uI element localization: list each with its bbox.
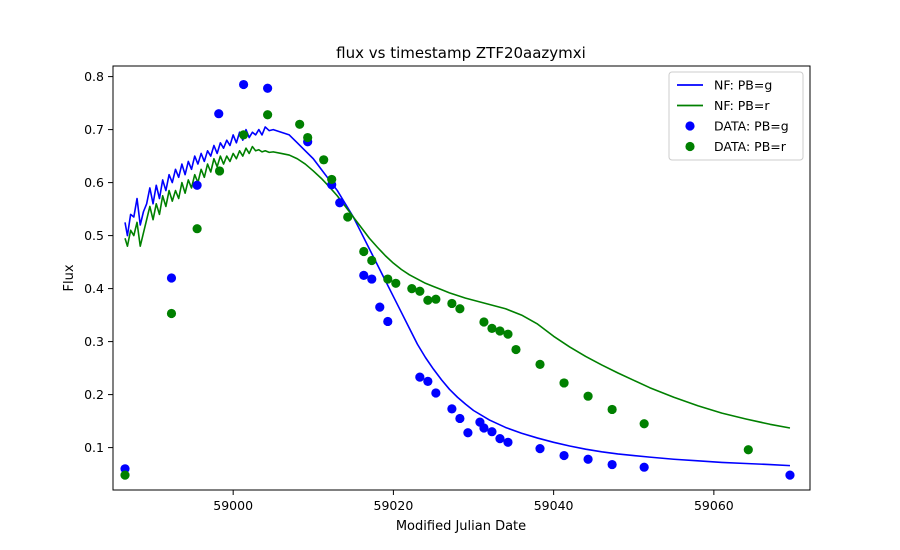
data-point xyxy=(166,273,177,283)
legend-entry-label: DATA: PB=r xyxy=(714,139,787,154)
data-point xyxy=(447,298,457,309)
y-tick-label: 0.6 xyxy=(84,175,104,190)
data-point xyxy=(423,376,433,386)
y-axis-label: Flux xyxy=(62,264,77,291)
data-point xyxy=(120,470,130,480)
data-point xyxy=(166,308,177,319)
legend-entry-label: NF: PB=g xyxy=(714,78,772,93)
data-point xyxy=(639,419,649,429)
data-point xyxy=(583,391,593,401)
x-axis: 59000 59020 59040 59060 xyxy=(213,490,734,513)
legend-dot-swatch xyxy=(685,141,695,152)
data-point xyxy=(479,317,489,327)
data-point xyxy=(503,329,513,339)
legend-entry-label: NF: PB=r xyxy=(714,98,770,113)
data-point xyxy=(238,79,249,90)
data-point xyxy=(511,344,521,355)
data-point xyxy=(367,274,377,284)
data-point xyxy=(335,198,345,208)
y-tick-label: 0.1 xyxy=(84,440,104,455)
y-tick-label: 0.4 xyxy=(84,281,104,296)
data-point xyxy=(214,109,224,119)
data-point xyxy=(535,444,545,454)
line-series-g xyxy=(124,126,791,467)
x-tick-label: 59000 xyxy=(213,498,253,513)
data-point xyxy=(407,284,417,294)
data-point xyxy=(495,433,505,444)
data-point xyxy=(192,180,202,190)
plot-area xyxy=(120,79,795,480)
data-point xyxy=(120,464,130,474)
data-point xyxy=(214,166,225,176)
data-point xyxy=(455,413,465,424)
data-point xyxy=(415,372,425,382)
data-point xyxy=(495,326,505,336)
data-point xyxy=(359,270,369,280)
x-tick-label: 59020 xyxy=(374,498,414,513)
data-point xyxy=(535,359,545,369)
x-tick-label: 59040 xyxy=(534,498,574,513)
data-point xyxy=(431,294,441,304)
data-point xyxy=(607,404,617,415)
data-point xyxy=(503,437,513,447)
data-point xyxy=(639,462,649,472)
data-point xyxy=(263,110,273,120)
data-point xyxy=(343,212,353,222)
data-point xyxy=(415,286,425,296)
x-axis-label: Modified Julian Date xyxy=(396,519,526,534)
y-tick-label: 0.2 xyxy=(84,387,104,402)
data-point xyxy=(238,130,249,140)
y-tick-label: 0.5 xyxy=(84,228,104,243)
y-tick-label: 0.8 xyxy=(84,69,104,84)
x-tick-label: 59060 xyxy=(694,498,734,513)
data-point xyxy=(327,174,337,185)
data-point xyxy=(431,388,441,398)
data-point xyxy=(319,155,329,165)
data-point xyxy=(391,278,401,288)
data-point xyxy=(303,132,313,143)
line-series-r xyxy=(124,145,791,429)
data-point xyxy=(583,454,593,464)
data-point xyxy=(359,246,369,257)
legend: NF: PB=g NF: PB=r DATA: PB=g DATA: PB=r xyxy=(668,71,804,161)
y-tick-label: 0.3 xyxy=(84,334,104,349)
y-axis: 0.1 0.2 0.3 0.4 0.5 0.6 0.7 0.8 xyxy=(84,69,113,455)
data-point xyxy=(447,404,457,414)
data-point xyxy=(487,427,497,437)
data-point xyxy=(487,323,497,333)
data-point xyxy=(455,304,465,314)
legend-box xyxy=(668,71,804,161)
data-point xyxy=(383,274,393,284)
scatter-series-r xyxy=(120,110,753,480)
data-point xyxy=(743,445,753,455)
chart-title: flux vs timestamp ZTF20aazymxi xyxy=(336,44,586,62)
axes-frame xyxy=(112,65,811,491)
data-point xyxy=(367,255,377,266)
data-point xyxy=(785,470,795,480)
data-point xyxy=(263,83,273,93)
data-point xyxy=(559,378,569,388)
legend-entry-label: DATA: PB=g xyxy=(714,119,789,134)
data-point xyxy=(295,119,305,129)
data-point xyxy=(463,428,473,438)
data-point xyxy=(192,224,202,234)
data-point xyxy=(375,302,385,312)
y-tick-label: 0.7 xyxy=(84,122,104,137)
data-point xyxy=(607,459,617,470)
data-point xyxy=(423,295,433,305)
data-point xyxy=(559,450,569,461)
scatter-series-g xyxy=(120,79,795,480)
legend-dot-swatch xyxy=(685,121,695,131)
data-point xyxy=(383,316,393,327)
data-point xyxy=(479,423,489,433)
